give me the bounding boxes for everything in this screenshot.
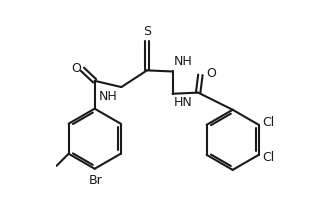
Text: O: O [71, 62, 80, 75]
Text: Cl: Cl [263, 116, 275, 129]
Text: HN: HN [174, 95, 192, 108]
Text: S: S [143, 25, 151, 38]
Text: Cl: Cl [263, 151, 275, 164]
Text: NH: NH [99, 90, 118, 103]
Text: Br: Br [89, 174, 103, 187]
Text: O: O [206, 67, 216, 80]
Text: NH: NH [174, 55, 192, 68]
